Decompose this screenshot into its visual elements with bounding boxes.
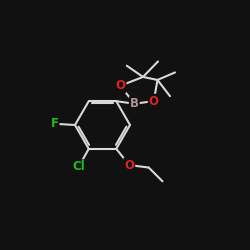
Text: O: O	[116, 79, 126, 92]
Text: Cl: Cl	[72, 160, 85, 173]
Text: F: F	[50, 117, 58, 130]
Text: O: O	[124, 158, 134, 172]
Text: O: O	[149, 95, 159, 108]
Text: B: B	[130, 97, 139, 110]
